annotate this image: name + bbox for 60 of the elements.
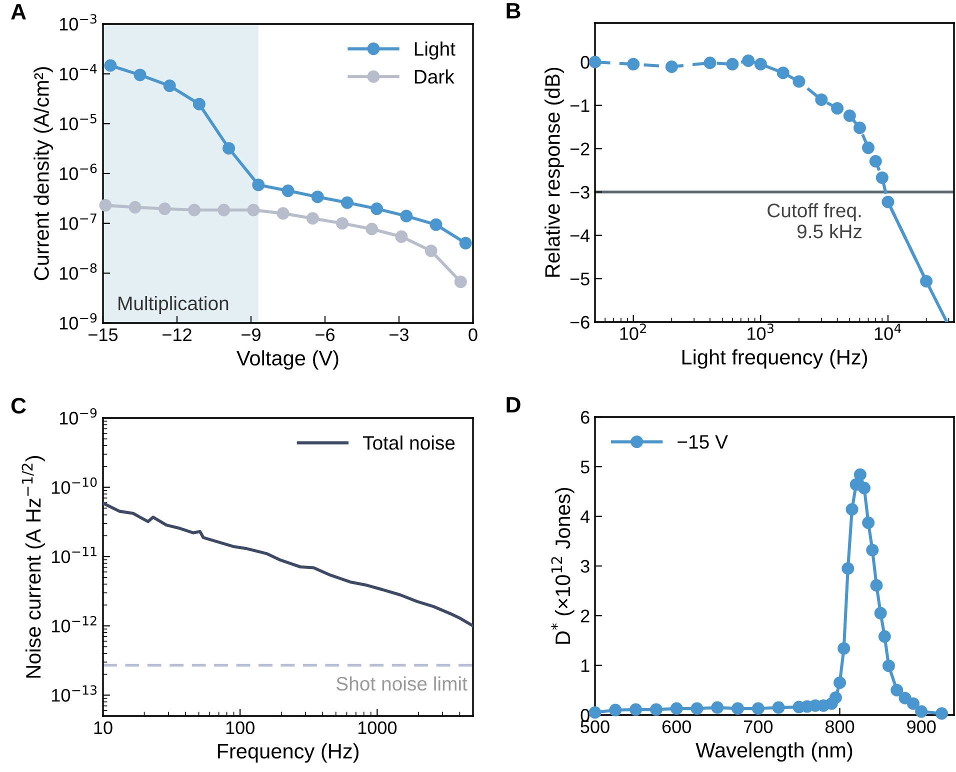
y-tick-label: 10$^{−13}$ xyxy=(52,685,97,702)
y-tick-label: 10$^{−5}$ xyxy=(60,114,96,130)
y-tick-label: 10$^{−4}$ xyxy=(60,64,97,80)
legend-label: Light xyxy=(414,42,456,60)
y-axis-title: Relative response (dB) xyxy=(544,68,564,277)
y-tick-label: 10$^{−9}$ xyxy=(60,313,97,330)
x-tick-label: 10$^{4}$ xyxy=(874,324,902,340)
y-tick-label: 10$^{−7}$ xyxy=(60,214,96,230)
x-tick-label: 500 xyxy=(580,720,610,734)
x-axis-title: Light frequency (Hz) xyxy=(682,349,868,369)
x-axis-title: Voltage (V) xyxy=(236,350,338,370)
x-tick-label: −12 xyxy=(162,328,192,341)
y-tick-label: 4 xyxy=(580,510,590,523)
text: A xyxy=(11,4,26,20)
band-label: Multiplication xyxy=(118,296,228,314)
y-tick-label: −5 xyxy=(570,272,590,286)
y-tick-label: 1 xyxy=(581,659,590,672)
x-axis-title: Wavelength (nm) xyxy=(696,742,852,762)
y-tick-label: 10$^{−3}$ xyxy=(60,14,96,31)
y-tick-label: 3 xyxy=(580,560,590,573)
text: C xyxy=(11,398,26,414)
y-tick-label: −3 xyxy=(570,186,590,199)
y-tick-label: 10$^{−11}$ xyxy=(52,546,96,564)
y-tick-label: 10$^{−12}$ xyxy=(52,616,96,632)
y-tick-label: 10$^{−6}$ xyxy=(60,164,97,180)
y-tick-label: −4 xyxy=(570,229,590,242)
y-axis-title: D$^{*}$ (×10$^{12}$ Jones) xyxy=(551,488,574,644)
x-tick-label: 0 xyxy=(468,328,478,342)
y-tick-label: −1 xyxy=(570,99,590,112)
y-tick-label: 2 xyxy=(581,610,590,622)
y-tick-label: 5 xyxy=(580,460,590,474)
ref-line-label: Cutoff freq. 9.5 kHz xyxy=(768,203,862,238)
x-tick-label: 10$^{3}$ xyxy=(748,324,774,340)
y-tick-label: 10$^{−10}$ xyxy=(52,477,97,494)
legend-label: Total noise xyxy=(362,436,455,450)
x-axis-title: Frequency (Hz) xyxy=(218,743,358,763)
text: D xyxy=(506,397,520,412)
x-tick-label: 100 xyxy=(226,721,254,734)
x-tick-label: −9 xyxy=(242,328,260,342)
legend-label: Dark xyxy=(414,69,454,84)
x-tick-label: −6 xyxy=(316,328,334,342)
y-tick-label: 10$^{−9}$ xyxy=(60,408,97,425)
x-tick-label: 10$^{2}$ xyxy=(620,324,646,340)
x-tick-label: 1000 xyxy=(358,721,397,734)
ref-line-label: Shot noise limit xyxy=(336,676,468,691)
x-tick-label: 800 xyxy=(825,720,854,734)
x-tick-label: 700 xyxy=(744,720,773,734)
x-tick-label: −15 xyxy=(88,328,118,342)
y-tick-label: −2 xyxy=(570,142,590,156)
y-axis-title: Noise current (A Hz$^{−1/2}$) xyxy=(22,456,45,678)
y-tick-label: 6 xyxy=(581,410,590,424)
y-axis-title: Current density (A/cm²) xyxy=(34,67,54,280)
x-tick-label: 600 xyxy=(662,720,691,734)
x-tick-label: −3 xyxy=(390,328,408,342)
x-tick-label: 900 xyxy=(907,720,936,734)
text: B xyxy=(506,3,520,18)
y-tick-label: 10$^{−8}$ xyxy=(60,263,97,280)
x-tick-label: 10 xyxy=(94,721,112,734)
legend-label: −15 V xyxy=(678,435,728,449)
y-tick-label: 0 xyxy=(580,56,590,69)
